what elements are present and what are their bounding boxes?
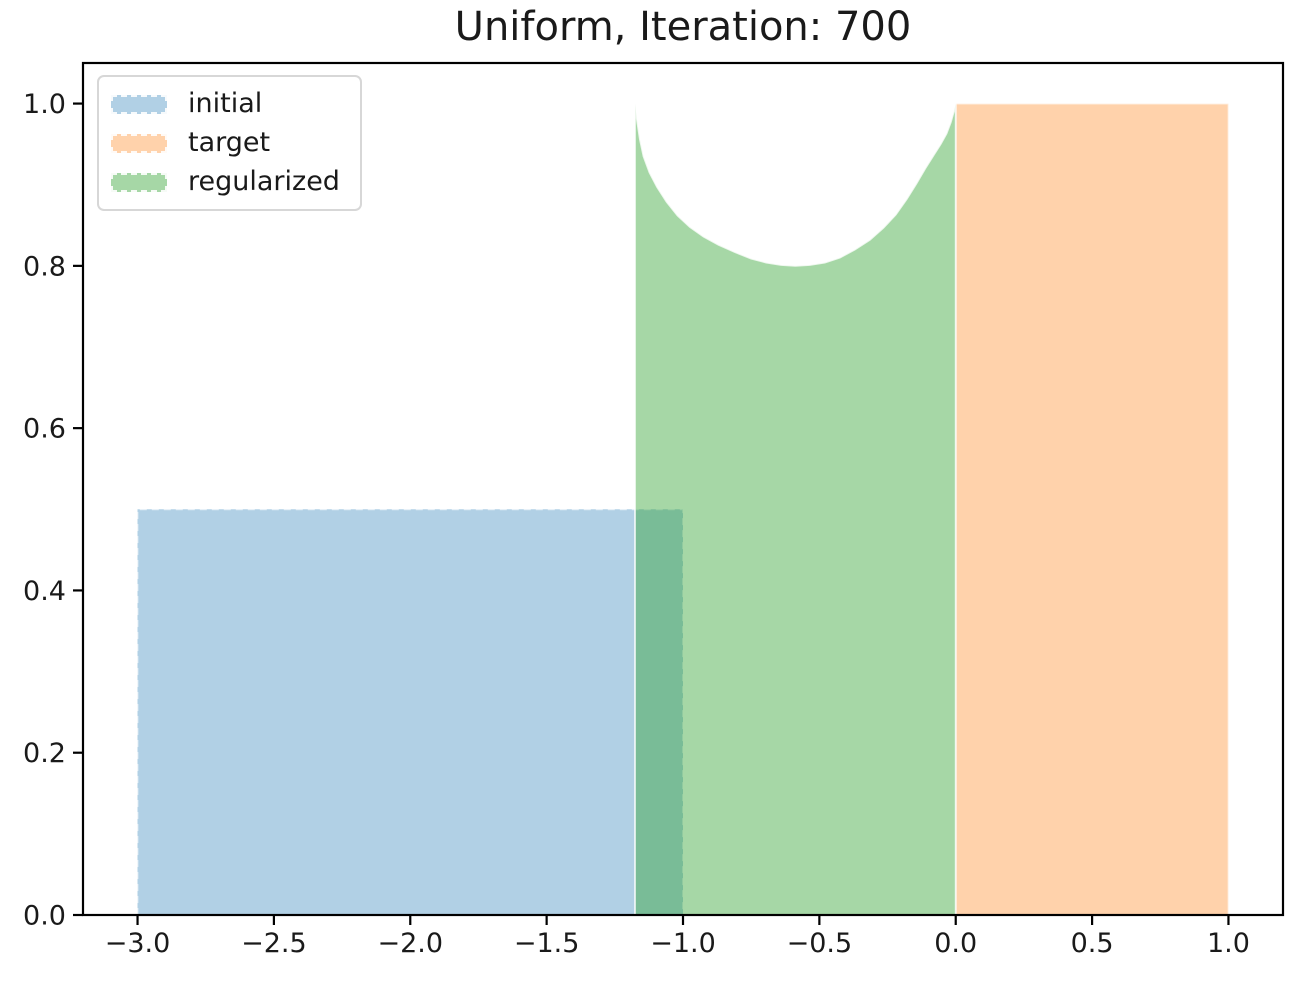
x-tick-label: −2.5 [241, 928, 307, 959]
chart-title: Uniform, Iteration: 700 [454, 4, 912, 50]
legend-swatch-initial [111, 94, 167, 114]
series-regularized [634, 103, 957, 916]
axes-frame [81, 61, 1285, 917]
legend-label-regularized: regularized [188, 166, 340, 197]
legend-row-initial: initial [111, 88, 340, 120]
x-tick-label: 0.0 [934, 928, 977, 959]
x-tick-label: −1.0 [650, 928, 716, 959]
x-tick-label: −3.0 [105, 928, 171, 959]
x-tick-label: 1.0 [1207, 928, 1250, 959]
legend-row-target: target [111, 127, 340, 159]
legend-row-regularized: regularized [111, 166, 340, 198]
x-tick-label: −2.0 [377, 928, 443, 959]
y-tick-label: 1.0 [23, 89, 66, 120]
series-target [954, 102, 1230, 916]
legend: initial target regularized [97, 75, 362, 211]
legend-label-initial: initial [188, 88, 263, 119]
y-tick-label: 0.4 [23, 576, 66, 607]
legend-swatch-regularized [111, 172, 167, 192]
x-tick-label: −1.5 [514, 928, 580, 959]
y-tick-label: 0.6 [23, 414, 66, 445]
y-tick-label: 0.2 [23, 738, 66, 769]
x-tick-label: −0.5 [787, 928, 853, 959]
x-tick-label: 0.5 [1071, 928, 1114, 959]
legend-swatch-target [111, 133, 167, 153]
legend-label-target: target [188, 127, 271, 158]
series-initial [136, 508, 684, 916]
y-tick-label: 0.0 [23, 901, 66, 932]
y-tick-label: 0.8 [23, 251, 66, 282]
